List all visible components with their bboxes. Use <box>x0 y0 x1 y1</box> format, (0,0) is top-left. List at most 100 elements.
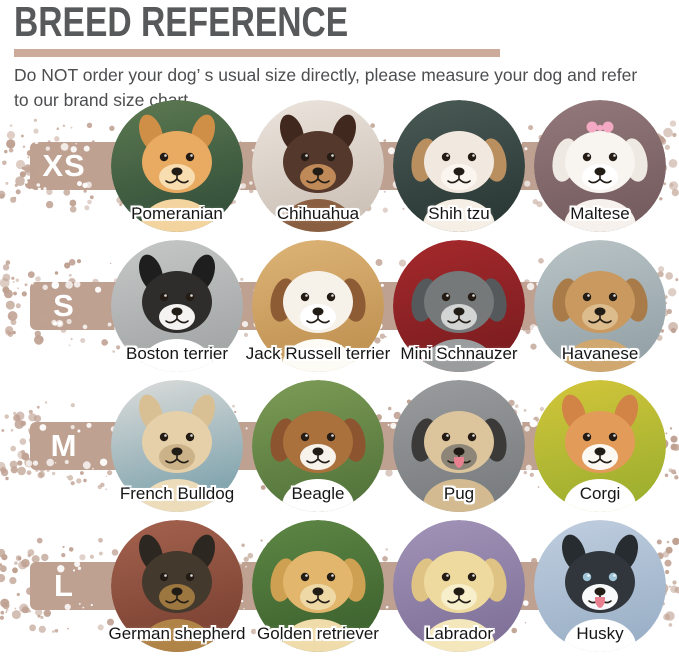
dog-chest <box>141 339 213 372</box>
dog-nose <box>312 587 324 596</box>
dog-nose <box>171 167 183 176</box>
breed-item-shih-tzu: Shih tzu <box>393 100 525 232</box>
dog-chest <box>423 199 495 232</box>
breed-name-label: Shih tzu <box>428 204 490 223</box>
breed-item-golden-retriever: Golden retriever <box>252 520 384 652</box>
size-label-m: M <box>50 428 78 463</box>
dog-photo <box>252 380 384 512</box>
instruction-text: Do NOT order your dog’ s usual size dire… <box>14 63 665 113</box>
dog-photo <box>393 100 525 232</box>
breed-name-label: Golden retriever <box>257 624 379 643</box>
dog-photo-illustration <box>111 380 243 512</box>
dog-photo-illustration <box>252 380 384 512</box>
breed-name-label: Labrador <box>424 624 494 643</box>
dog-nose <box>594 447 606 456</box>
dog-photo-illustration <box>393 520 525 652</box>
dog-nose <box>453 587 465 596</box>
dog-photo-illustration <box>393 240 525 372</box>
dog-photo-illustration <box>252 520 384 652</box>
dog-nose <box>312 167 324 176</box>
title-underline-bar <box>14 49 500 57</box>
size-label-s: S <box>53 288 75 323</box>
breed-name-label: Pug <box>443 484 475 503</box>
breed-item-corgi: Corgi <box>534 380 666 512</box>
dog-photo <box>393 520 525 652</box>
breed-name-label: Jack Russell terrier <box>245 344 391 363</box>
dog-nose <box>312 307 324 316</box>
size-row-s: S Boston terrier <box>0 236 679 376</box>
breed-name-label: Chihuahua <box>276 204 360 223</box>
breed-item-mini-schnauzer: Mini Schnauzer <box>393 240 525 372</box>
dog-nose <box>453 307 465 316</box>
breed-list: Pomeranian Chihuahua <box>111 100 666 232</box>
page-title-text: BREED REFERENCE <box>14 0 349 45</box>
size-rows: XS Pomeranian <box>0 96 679 656</box>
dog-chest <box>423 479 495 512</box>
dog-chest <box>282 199 354 232</box>
dog-chest <box>423 339 495 372</box>
dog-photo-illustration <box>252 100 384 232</box>
breed-item-pug: Pug <box>393 380 525 512</box>
dog-chest <box>282 339 354 372</box>
size-row-l: L German shepherd <box>0 516 679 656</box>
breed-item-pomeranian: Pomeranian <box>111 100 243 232</box>
dog-nose <box>594 167 606 176</box>
size-label-xs: XS <box>42 148 86 183</box>
dog-photo <box>252 240 384 372</box>
breed-item-chihuahua: Chihuahua <box>252 100 384 232</box>
dog-photo-illustration <box>111 240 243 372</box>
breed-name-label: Husky <box>576 624 624 643</box>
dog-nose <box>171 587 183 596</box>
page-title: BREED REFERENCE <box>14 0 665 43</box>
dog-photo <box>111 100 243 232</box>
dog-photo <box>111 520 243 652</box>
breed-item-labrador: Labrador <box>393 520 525 652</box>
breed-item-husky: Husky <box>534 520 666 652</box>
breed-item-boston-terrier: Boston terrier <box>111 240 243 372</box>
dog-nose <box>171 307 183 316</box>
dog-photo <box>252 520 384 652</box>
dog-photo <box>111 380 243 512</box>
header: BREED REFERENCE Do NOT order your dog’ s… <box>14 0 665 113</box>
dog-chest <box>282 479 354 512</box>
dog-chest <box>282 619 354 652</box>
instruction-line-1: Do NOT order your dog’ s usual size dire… <box>14 65 638 85</box>
dog-chest <box>564 479 636 512</box>
dog-chest <box>141 619 213 652</box>
breed-list: German shepherd Golden retriever <box>108 520 666 652</box>
breed-name-label: French Bulldog <box>119 484 235 503</box>
size-label-l: L <box>54 568 74 603</box>
breed-item-french-bulldog: French Bulldog <box>111 380 243 512</box>
breed-list: Boston terrier Jack Russell terrier <box>111 240 666 372</box>
dog-photo-illustration <box>111 520 243 652</box>
breed-name-label: Boston terrier <box>125 344 229 363</box>
dog-nose <box>594 307 606 316</box>
breed-name-label: Maltese <box>570 204 630 223</box>
breed-name-label: German shepherd <box>108 624 246 643</box>
dog-photo-illustration <box>393 380 525 512</box>
breed-name-label: Beagle <box>291 484 345 503</box>
breed-item-havanese: Havanese <box>534 240 666 372</box>
dog-photo <box>393 380 525 512</box>
dog-chest <box>564 199 636 232</box>
dog-chest <box>141 479 213 512</box>
dog-photo-illustration <box>111 100 243 232</box>
size-row-m: M French Bulldog <box>0 376 679 516</box>
dog-photo-illustration <box>252 240 384 372</box>
dog-photo-illustration <box>534 520 666 652</box>
dog-nose <box>171 447 183 456</box>
dog-nose <box>453 447 465 456</box>
dog-photo <box>534 100 666 232</box>
size-row-xs: XS Pomeranian <box>0 96 679 236</box>
breed-name-label: Mini Schnauzer <box>400 344 518 363</box>
dog-photo-illustration <box>393 100 525 232</box>
dog-photo <box>534 520 666 652</box>
breed-name-label: Havanese <box>561 344 639 363</box>
breed-item-maltese: Maltese <box>534 100 666 232</box>
dog-chest <box>423 619 495 652</box>
dog-photo <box>393 240 525 372</box>
dog-chest <box>564 339 636 372</box>
dog-nose <box>453 167 465 176</box>
dog-nose <box>312 447 324 456</box>
breed-name-label: Pomeranian <box>131 204 223 223</box>
